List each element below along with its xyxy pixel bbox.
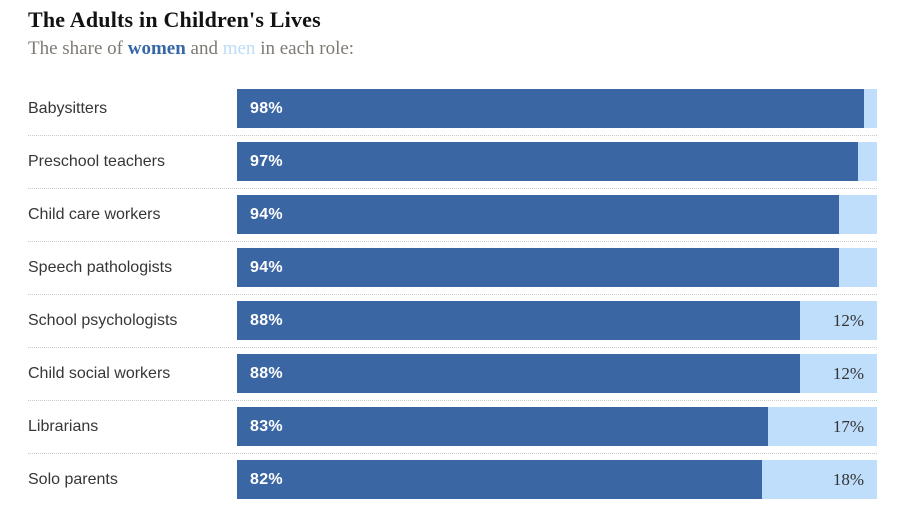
women-value-label: 97% <box>250 152 283 170</box>
women-value-label: 98% <box>250 99 283 117</box>
row-separator <box>28 294 877 295</box>
women-bar-segment: 88% <box>237 354 801 393</box>
bar-chart: Babysitters 98% Preschool teachers 97% C… <box>28 89 877 499</box>
women-bar-segment: 94% <box>237 195 839 234</box>
women-bar-segment: 94% <box>237 248 839 287</box>
category-label: Librarians <box>28 417 99 435</box>
category-label: Speech pathologists <box>28 258 173 276</box>
men-bar-segment: 98% <box>237 89 877 128</box>
chart-row-librarians: Librarians 83% 17% <box>28 407 877 446</box>
men-bar-segment: 97% <box>237 142 877 181</box>
women-value-label: 88% <box>250 311 283 329</box>
men-bar-segment: 82% 18% <box>237 460 877 499</box>
category-label: School psychologists <box>28 311 178 329</box>
row-separator <box>28 241 877 242</box>
women-value-label: 83% <box>250 417 283 435</box>
category-label: Child care workers <box>28 205 161 223</box>
row-separator <box>28 453 877 454</box>
subtitle-suffix: in each role: <box>255 38 355 59</box>
row-separator <box>28 347 877 348</box>
chart-title: The Adults in Children's Lives <box>28 7 321 32</box>
subtitle-prefix: The share of <box>28 38 128 59</box>
legend-women-label: women <box>127 38 186 59</box>
men-bar-segment: 88% 12% <box>237 301 877 340</box>
women-bar-segment: 83% <box>237 407 769 446</box>
row-separator <box>28 400 877 401</box>
chart-row-preschool-teachers: Preschool teachers 97% <box>28 142 877 181</box>
women-value-label: 88% <box>250 364 283 382</box>
category-label: Solo parents <box>28 470 118 488</box>
subtitle-mid: and <box>185 38 223 59</box>
women-bar-segment: 82% <box>237 460 762 499</box>
row-separator <box>28 135 877 136</box>
women-bar-segment: 88% <box>237 301 801 340</box>
women-value-label: 82% <box>250 470 283 488</box>
men-bar-segment: 94% <box>237 195 877 234</box>
women-bar-segment: 98% <box>237 89 865 128</box>
category-label: Child social workers <box>28 364 171 382</box>
chart-subtitle: The share of women and men in each role: <box>28 37 877 61</box>
row-separator <box>28 188 877 189</box>
women-value-label: 94% <box>250 258 283 276</box>
men-bar-segment: 94% <box>237 248 877 287</box>
chart-row-child-care-workers: Child care workers 94% <box>28 195 877 234</box>
chart-row-school-psychologists: School psychologists 88% 12% <box>28 301 877 340</box>
men-value-label: 18% <box>832 469 864 489</box>
chart-row-solo-parents: Solo parents 82% 18% <box>28 460 877 499</box>
chart-row-speech-pathologists: Speech pathologists 94% <box>28 248 877 287</box>
chart-row-child-social-workers: Child social workers 88% 12% <box>28 354 877 393</box>
legend-men-label: men <box>222 38 256 59</box>
women-value-label: 94% <box>250 205 283 223</box>
category-label: Preschool teachers <box>28 152 165 170</box>
chart-row-babysitters: Babysitters 98% <box>28 89 877 128</box>
women-bar-segment: 97% <box>237 142 858 181</box>
men-bar-segment: 88% 12% <box>237 354 877 393</box>
men-bar-segment: 83% 17% <box>237 407 877 446</box>
men-value-label: 12% <box>832 363 864 383</box>
men-value-label: 12% <box>832 310 864 330</box>
men-value-label: 17% <box>832 416 864 436</box>
category-label: Babysitters <box>28 99 108 117</box>
